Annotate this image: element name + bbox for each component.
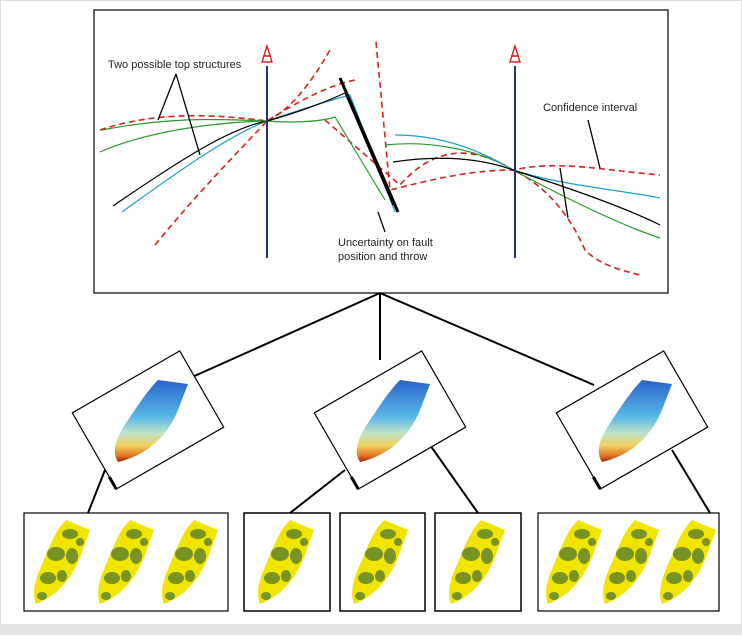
annotation: Confidence interval (543, 102, 637, 114)
annotation-arrows (157, 73, 601, 233)
tree-links (87, 292, 711, 514)
footer-bar (0, 624, 742, 635)
annotation: Uncertainty on fault position and throw (338, 237, 433, 263)
structure-curves (99, 41, 661, 276)
annotation-line: position and throw (338, 251, 427, 263)
structure-map (551, 343, 716, 502)
annotation: Two possible top structures (108, 59, 242, 71)
top-panel (93, 9, 669, 294)
wells (261, 43, 521, 258)
structure-map (67, 343, 232, 502)
annotation-line: Uncertainty on fault (338, 237, 433, 249)
realizations (23, 512, 720, 612)
structure-map (309, 343, 474, 502)
